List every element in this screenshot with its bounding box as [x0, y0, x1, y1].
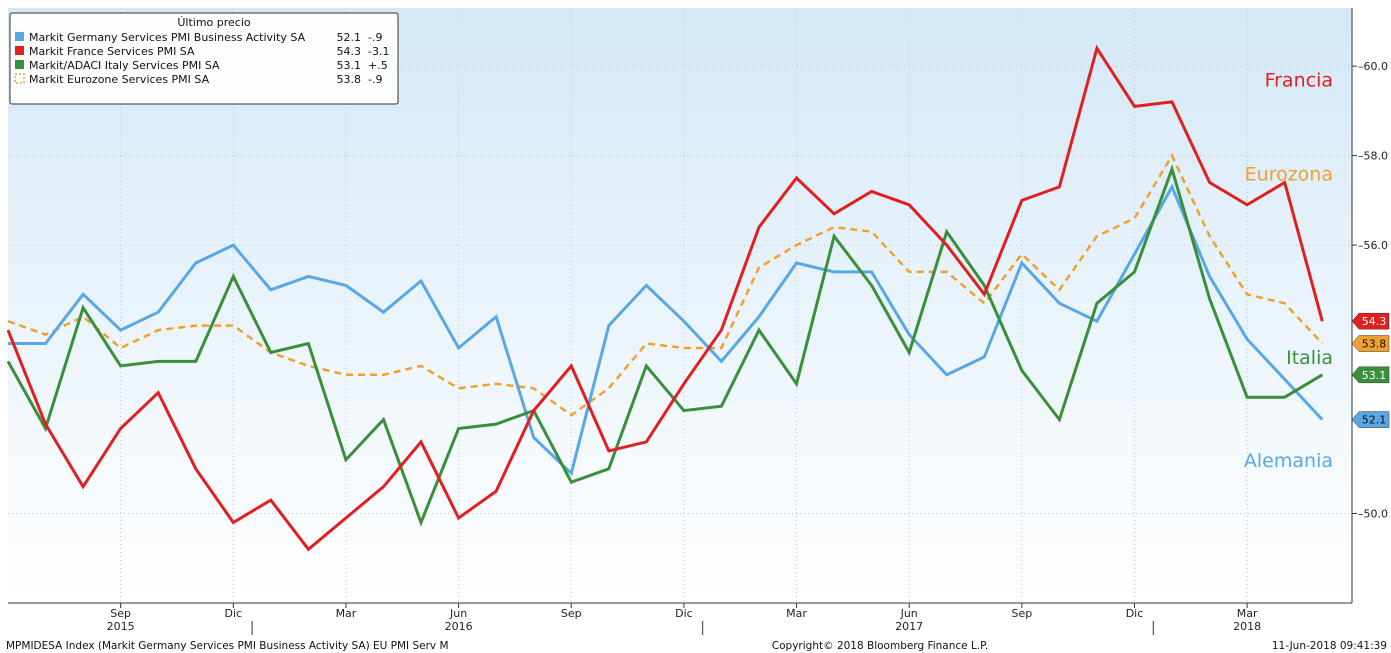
y-tick-label: –60.0 — [1358, 60, 1388, 73]
x-year-label: 2015 — [107, 620, 135, 633]
legend-change: -.9 — [368, 73, 382, 86]
y-tick-label: –50.0 — [1358, 508, 1388, 521]
legend-series-name: Markit Eurozone Services PMI SA — [29, 73, 210, 86]
last-value-tags: 54.3 53.8 53.1 52.1 — [1351, 312, 1390, 428]
x-year-label: 2017 — [895, 620, 923, 633]
x-tick-label: Sep — [1011, 607, 1032, 620]
tag-shape — [1351, 366, 1390, 384]
legend-swatch — [15, 46, 24, 55]
legend-last-value: 52.1 — [337, 31, 362, 44]
tag-shape — [1351, 411, 1390, 428]
plot-area — [8, 8, 1352, 603]
footer-ticker: MPMIDESA Index (Markit Germany Services … — [6, 640, 449, 652]
series-line-3 — [7, 152, 1324, 417]
tag-shape — [1351, 335, 1390, 352]
y-tick-label: –56.0 — [1358, 239, 1388, 252]
legend-swatch — [14, 73, 25, 84]
series-lines — [6, 44, 1324, 552]
series-annotation: Eurozona — [1245, 164, 1333, 186]
y-tick-label: –58.0 — [1358, 150, 1388, 163]
last-value-tag: 53.8 — [1351, 335, 1390, 352]
x-tick-label: Mar — [336, 607, 357, 620]
legend-change: +.5 — [368, 59, 388, 72]
series-annotation: Italia — [1286, 347, 1333, 369]
last-value-tag: 53.1 — [1351, 366, 1390, 384]
x-tick-label: Dic — [225, 607, 243, 620]
tag-label: 54.3 — [1362, 315, 1387, 328]
last-value-tag: 54.3 — [1351, 312, 1390, 330]
tag-label: 52.1 — [1362, 414, 1387, 427]
legend-swatch — [15, 32, 24, 41]
legend-change: -3.1 — [368, 45, 389, 58]
footer-copyright: Copyright© 2018 Bloomberg Finance L.P. — [772, 640, 988, 652]
footer-timestamp: 11-Jun-2018 09:41:39 — [1272, 640, 1387, 652]
tag-shape — [1351, 312, 1390, 330]
legend-title: Último precio — [177, 16, 251, 29]
x-tick-label: Jun — [900, 607, 918, 620]
series-annotation: Alemania — [1244, 450, 1333, 472]
series-annotation: Francia — [1265, 70, 1333, 92]
legend-change: -.9 — [368, 31, 382, 44]
series-line-1 — [6, 44, 1324, 552]
series-line-2 — [6, 164, 1324, 527]
legend-swatch — [15, 60, 24, 69]
last-value-tag: 52.1 — [1351, 411, 1390, 428]
x-tick-label: Mar — [786, 607, 807, 620]
x-tick-label: Sep — [561, 607, 582, 620]
footer: MPMIDESA Index (Markit Germany Services … — [6, 640, 1387, 652]
tag-label: 53.1 — [1362, 369, 1387, 382]
x-tick-label: Jun — [449, 607, 467, 620]
legend-series-name: Markit France Services PMI SA — [29, 45, 195, 58]
x-year-label: 2018 — [1233, 620, 1261, 633]
series-line-0 — [8, 183, 1324, 477]
legend-series-name: Markit/ADACI Italy Services PMI SA — [29, 59, 220, 72]
legend: Último precio Markit Germany Services PMI… — [9, 12, 399, 105]
x-tick-label: Dic — [675, 607, 693, 620]
legend-series-name: Markit Germany Services PMI Business Act… — [29, 31, 306, 44]
x-year-label: 2016 — [445, 620, 473, 633]
x-tick-label: Mar — [1237, 607, 1258, 620]
legend-last-value: 53.8 — [337, 73, 362, 86]
x-tick-label: Dic — [1126, 607, 1144, 620]
legend-last-value: 54.3 — [337, 45, 362, 58]
legend-box — [9, 12, 399, 105]
legend-last-value: 53.1 — [337, 59, 362, 72]
x-tick-label: Sep — [110, 607, 131, 620]
series-annotations: Francia Eurozona Italia Alemania — [1244, 70, 1333, 472]
tag-label: 53.8 — [1362, 338, 1387, 351]
